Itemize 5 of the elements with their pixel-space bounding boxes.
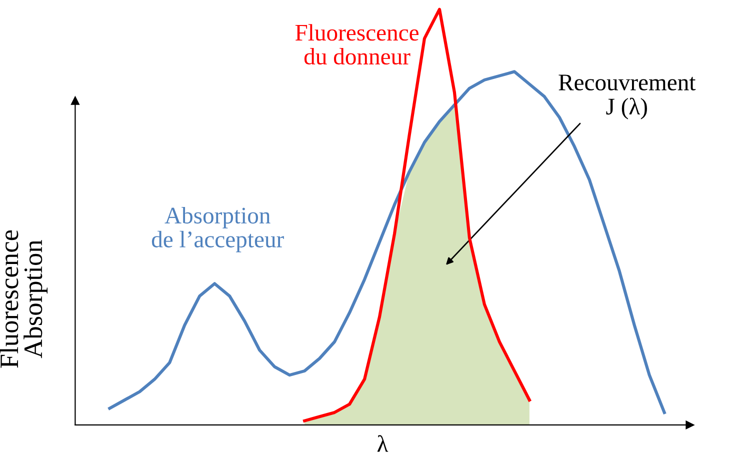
x-axis-title: λ	[377, 435, 388, 452]
y-axis-title: Fluorescence Absorption	[0, 230, 48, 368]
annotation: Recouvrement J (λ)	[558, 74, 696, 120]
annotation: Absorption de l’accepteur	[152, 206, 284, 252]
annotation: Fluorescence du donneur	[295, 24, 418, 65]
